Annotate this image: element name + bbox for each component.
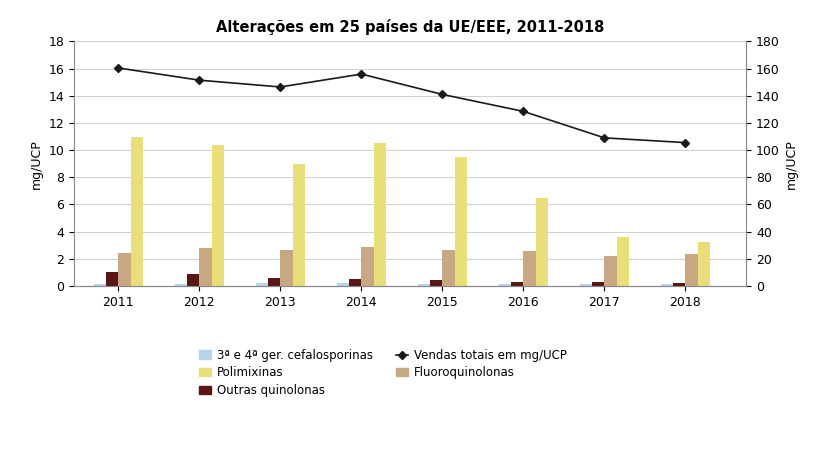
- Bar: [211, 145, 224, 286]
- Bar: [523, 250, 535, 286]
- Bar: [442, 250, 454, 286]
- Bar: [430, 280, 442, 286]
- Bar: [130, 136, 143, 286]
- Bar: [672, 283, 685, 286]
- Bar: [697, 242, 709, 286]
- Bar: [106, 272, 118, 286]
- Bar: [174, 284, 187, 286]
- Bar: [268, 278, 280, 286]
- Bar: [361, 247, 373, 286]
- Bar: [118, 253, 130, 286]
- Bar: [199, 248, 211, 286]
- Bar: [292, 164, 305, 286]
- Bar: [591, 282, 604, 286]
- Bar: [535, 198, 547, 286]
- Bar: [187, 274, 199, 286]
- Bar: [579, 284, 591, 286]
- Bar: [660, 284, 672, 286]
- Bar: [604, 256, 616, 286]
- Bar: [349, 279, 361, 286]
- Bar: [510, 282, 523, 286]
- Bar: [454, 157, 466, 286]
- Bar: [94, 284, 106, 286]
- Bar: [256, 284, 268, 286]
- Bar: [373, 143, 385, 286]
- Bar: [616, 237, 628, 286]
- Legend: 3ª e 4ª ger. cefalosporinas, Polimixinas, Outras quinolonas, Vendas totais em mg: 3ª e 4ª ger. cefalosporinas, Polimixinas…: [199, 349, 567, 397]
- Bar: [280, 250, 292, 286]
- Title: Alterações em 25 países da UE/EEE, 2011-2018: Alterações em 25 países da UE/EEE, 2011-…: [215, 19, 604, 35]
- Y-axis label: mg/UCP: mg/UCP: [29, 139, 43, 189]
- Bar: [685, 254, 697, 286]
- Y-axis label: mg/UCP: mg/UCP: [785, 139, 798, 189]
- Bar: [499, 284, 510, 286]
- Bar: [337, 283, 349, 286]
- Bar: [418, 284, 430, 286]
